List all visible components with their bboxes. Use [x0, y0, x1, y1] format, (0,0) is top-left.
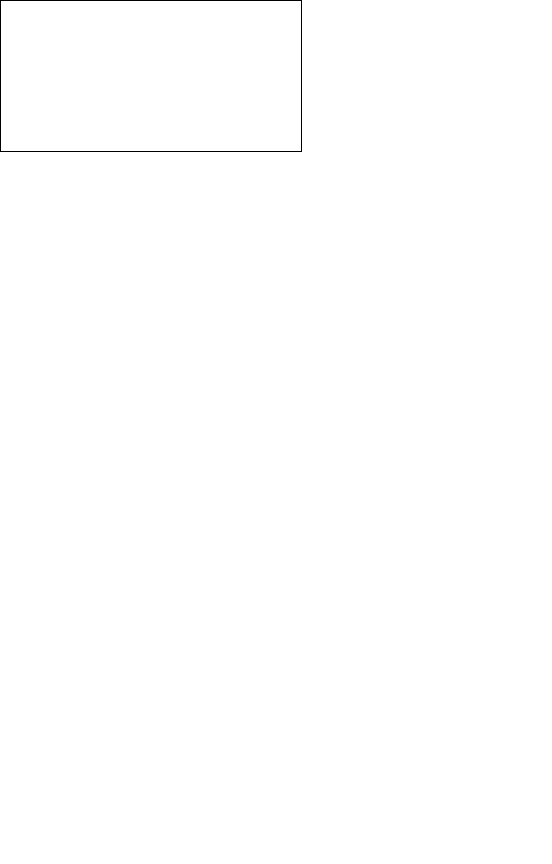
waveform — [0, 0, 300, 150]
spectrogram-page: { "header": { "title_line1": "LCCB DP1 B… — [0, 0, 552, 864]
